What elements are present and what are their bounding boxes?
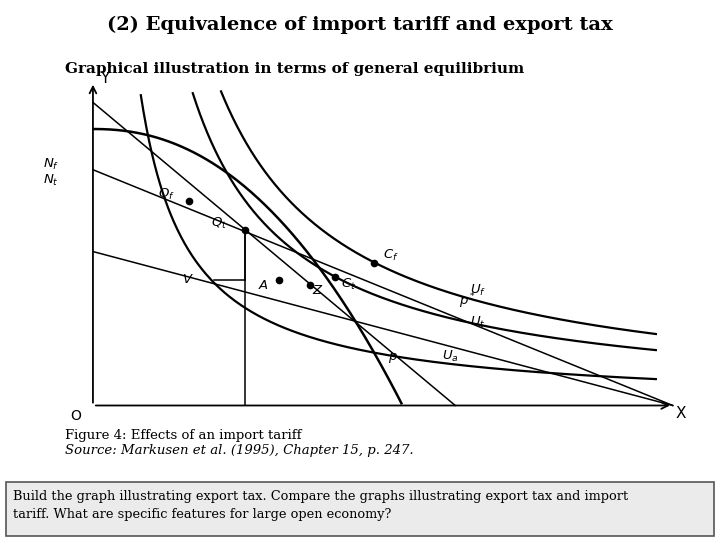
Text: Build the graph illustrating export tax. Compare the graphs illustrating export : Build the graph illustrating export tax.… xyxy=(13,490,629,521)
Text: (2) Equivalence of import tariff and export tax: (2) Equivalence of import tariff and exp… xyxy=(107,16,613,35)
Text: Source: Markusen et al. (1995), Chapter 15, p. 247.: Source: Markusen et al. (1995), Chapter … xyxy=(65,444,413,457)
Text: Figure 4: Effects of an import tariff: Figure 4: Effects of an import tariff xyxy=(65,429,301,442)
Text: $C_f$: $C_f$ xyxy=(383,248,398,264)
Text: A: A xyxy=(259,279,268,292)
Text: V: V xyxy=(183,273,192,286)
Text: $N_f$: $N_f$ xyxy=(42,157,59,172)
Text: $p^*$: $p^*$ xyxy=(459,291,476,310)
Text: $N_t$: $N_t$ xyxy=(43,173,59,188)
Text: X: X xyxy=(676,406,686,421)
Text: p: p xyxy=(389,350,397,363)
Text: $U_f$: $U_f$ xyxy=(470,283,486,298)
Text: $U_t$: $U_t$ xyxy=(470,315,486,330)
Text: Graphical illustration in terms of general equilibrium: Graphical illustration in terms of gener… xyxy=(65,62,524,76)
Text: Y: Y xyxy=(99,71,109,86)
FancyBboxPatch shape xyxy=(6,482,714,536)
Text: O: O xyxy=(71,409,81,423)
Text: Z: Z xyxy=(312,284,322,297)
Text: $Q_f$: $Q_f$ xyxy=(158,187,174,202)
Text: $U_a$: $U_a$ xyxy=(442,349,459,364)
Text: $Q_t$: $Q_t$ xyxy=(211,215,228,231)
Text: $C_t$: $C_t$ xyxy=(341,276,356,292)
